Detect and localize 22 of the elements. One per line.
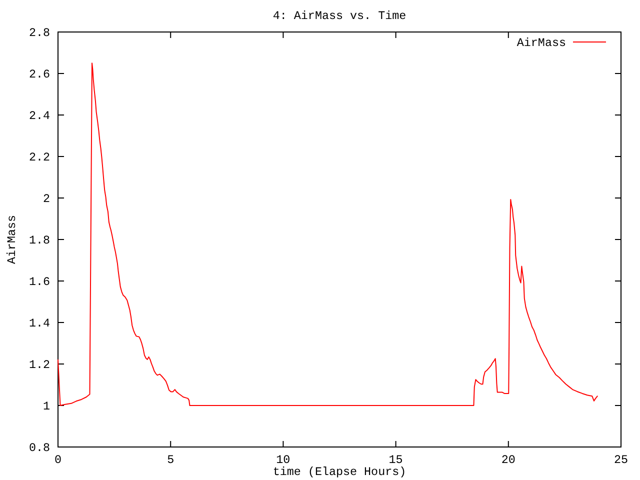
y-tick-label: 1.6 — [28, 275, 50, 289]
text: AirMass — [516, 36, 566, 50]
x-axis-title: time (Elapse Hours) — [272, 465, 406, 479]
y-axis-title: AirMass — [5, 214, 19, 264]
y-tick-label: 1.8 — [28, 234, 50, 248]
y-tick-label: 2.8 — [28, 26, 50, 40]
y-tick-label: 2.6 — [28, 68, 50, 82]
y-tick-label: 2 — [42, 192, 50, 206]
line-series — [58, 62, 598, 406]
y-tick-label: 2.4 — [28, 109, 50, 123]
x-tick-label: 15 — [388, 453, 403, 467]
y-tick-label: 1 — [42, 400, 50, 414]
x-tick-label: 5 — [167, 453, 174, 467]
x-tick-label: 25 — [614, 453, 628, 467]
x-tick-label: 20 — [501, 453, 516, 467]
chart-title: 4: AirMass vs. Time — [272, 9, 406, 23]
y-tick-label: 1.4 — [28, 316, 50, 330]
y-tick-label: 2.2 — [28, 150, 50, 164]
y-tick-label: 1.2 — [28, 358, 50, 372]
x-tick-label: 10 — [276, 453, 290, 467]
x-tick-label: 0 — [54, 453, 62, 467]
y-tick-label: 0.8 — [28, 441, 50, 455]
